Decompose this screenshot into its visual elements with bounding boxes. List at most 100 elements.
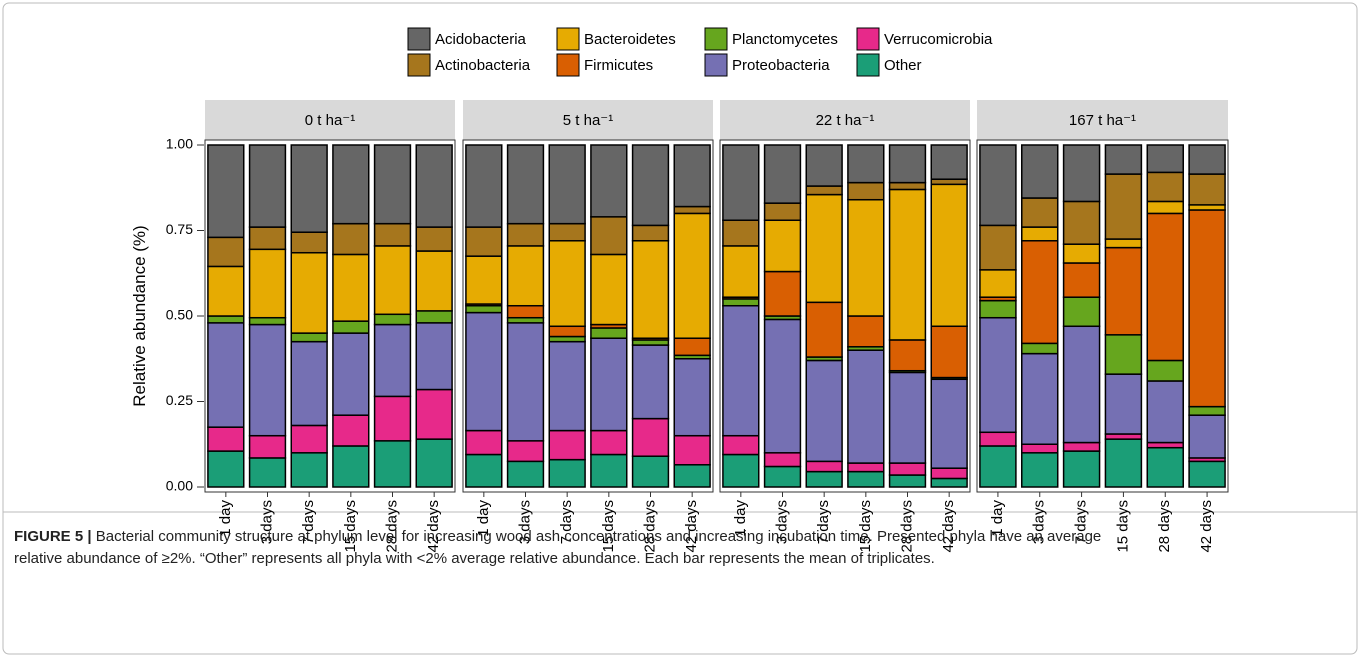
x-tick-label: 7 days [1073, 500, 1090, 544]
panel [462, 139, 714, 493]
bar-segment [763, 452, 802, 468]
y-axis-title: Relative abundance (%) [130, 225, 149, 406]
bar-segment [673, 434, 711, 466]
bar-segment [979, 299, 1017, 319]
x-tick-label: 1 day [732, 500, 749, 537]
bar-segment [248, 323, 287, 437]
bar-segment [415, 438, 453, 488]
facet-title: 167 t ha⁻¹ [1069, 112, 1136, 129]
bar-segment [979, 316, 1017, 434]
bar-segment [415, 144, 453, 228]
bar-segment [673, 212, 711, 339]
legend-label: Bacteroidetes [584, 31, 676, 48]
x-tick-label: 42 days [425, 500, 442, 553]
bar-segment [548, 335, 586, 343]
facet-title: 22 t ha⁻¹ [816, 112, 875, 129]
legend-swatch [704, 53, 728, 77]
bar-segment [548, 222, 586, 242]
bar-segment [465, 144, 503, 228]
x-tick-label: 7 days [815, 500, 832, 544]
bar-segment [930, 178, 968, 186]
bar-segment [979, 445, 1017, 488]
bar-segment [847, 144, 885, 184]
bar-segment [207, 426, 245, 452]
bar-segment [465, 453, 503, 488]
x-tick-label: 28 days [383, 500, 400, 553]
bar-segment [930, 467, 968, 480]
facet-strip [720, 100, 970, 140]
x-tick-label: 42 days [940, 500, 957, 553]
x-tick-label: 15 days [857, 500, 874, 553]
bar-segment [548, 240, 586, 328]
bar-segment [847, 198, 885, 317]
bar-segment [763, 465, 802, 488]
bar-segment [465, 311, 503, 432]
bar-segment [722, 144, 760, 221]
x-tick-label: 28 days [898, 500, 915, 553]
bar-segment [373, 440, 412, 488]
bar-segment [373, 395, 412, 442]
bar-segment [548, 144, 586, 225]
legend-label: Verrucomicrobia [884, 31, 993, 48]
bar-segment [248, 457, 287, 488]
bar-segment [888, 339, 927, 372]
panel [719, 139, 971, 493]
x-tick-label: 1 day [989, 500, 1006, 537]
bar-segment [805, 470, 843, 488]
y-tick-label: 0.00 [166, 478, 193, 494]
bar-segment [888, 474, 927, 488]
bar-segment [722, 298, 760, 307]
bar-segment [1188, 144, 1226, 175]
bar-segment [332, 144, 370, 225]
bar-segment [465, 429, 503, 456]
legend-label: Acidobacteria [435, 31, 527, 48]
bar-segment [805, 193, 843, 304]
bar-segment [763, 202, 802, 221]
bar-segment [631, 224, 670, 242]
bar-segment [207, 315, 245, 324]
bar-segment [415, 226, 453, 252]
bar-segment [548, 325, 586, 338]
bar-segment [207, 450, 245, 488]
bar-segment [673, 205, 711, 215]
bar-segment [290, 251, 328, 334]
bar-segment [888, 188, 927, 341]
bar-segment [1021, 452, 1059, 488]
legend-label: Firmicutes [584, 57, 653, 74]
bar-segment [415, 322, 453, 391]
bar-segment [207, 144, 245, 239]
bar-segment [1021, 352, 1059, 445]
x-tick-label: 42 days [683, 500, 700, 553]
bar-segment [722, 434, 760, 456]
bar-segment [1104, 334, 1143, 375]
bar-segment [1104, 238, 1143, 249]
bar-segment [548, 340, 586, 432]
bar-segment [332, 320, 370, 334]
bar-segment [590, 253, 628, 326]
bar-segment [930, 378, 968, 469]
facet-strip [205, 100, 455, 140]
bar-segment [1188, 414, 1226, 459]
bar-segment [888, 144, 927, 184]
bar-segment [1021, 342, 1059, 355]
bar-segment [1188, 405, 1226, 416]
bar-segment [673, 144, 711, 208]
bar-segment [847, 181, 885, 201]
bar-segment [373, 323, 412, 398]
y-tick-label: 0.50 [166, 307, 193, 323]
bar-segment [590, 327, 628, 339]
bar-segment [631, 339, 670, 346]
bar-segment [1146, 359, 1184, 382]
bar-segment [590, 429, 628, 456]
bar-segment [763, 318, 802, 454]
bar-segment [1062, 450, 1101, 488]
bar-segment [888, 181, 927, 191]
bar-segment [506, 304, 545, 319]
caption-text: Bacterial community structure at phylum … [95, 528, 1102, 545]
x-tick-label: 1 day [475, 500, 492, 537]
bar-segment [1146, 380, 1184, 444]
bar-segment [1188, 209, 1226, 408]
bar-segment [506, 322, 545, 442]
legend-swatch [856, 53, 880, 77]
bar-segment [290, 144, 328, 233]
